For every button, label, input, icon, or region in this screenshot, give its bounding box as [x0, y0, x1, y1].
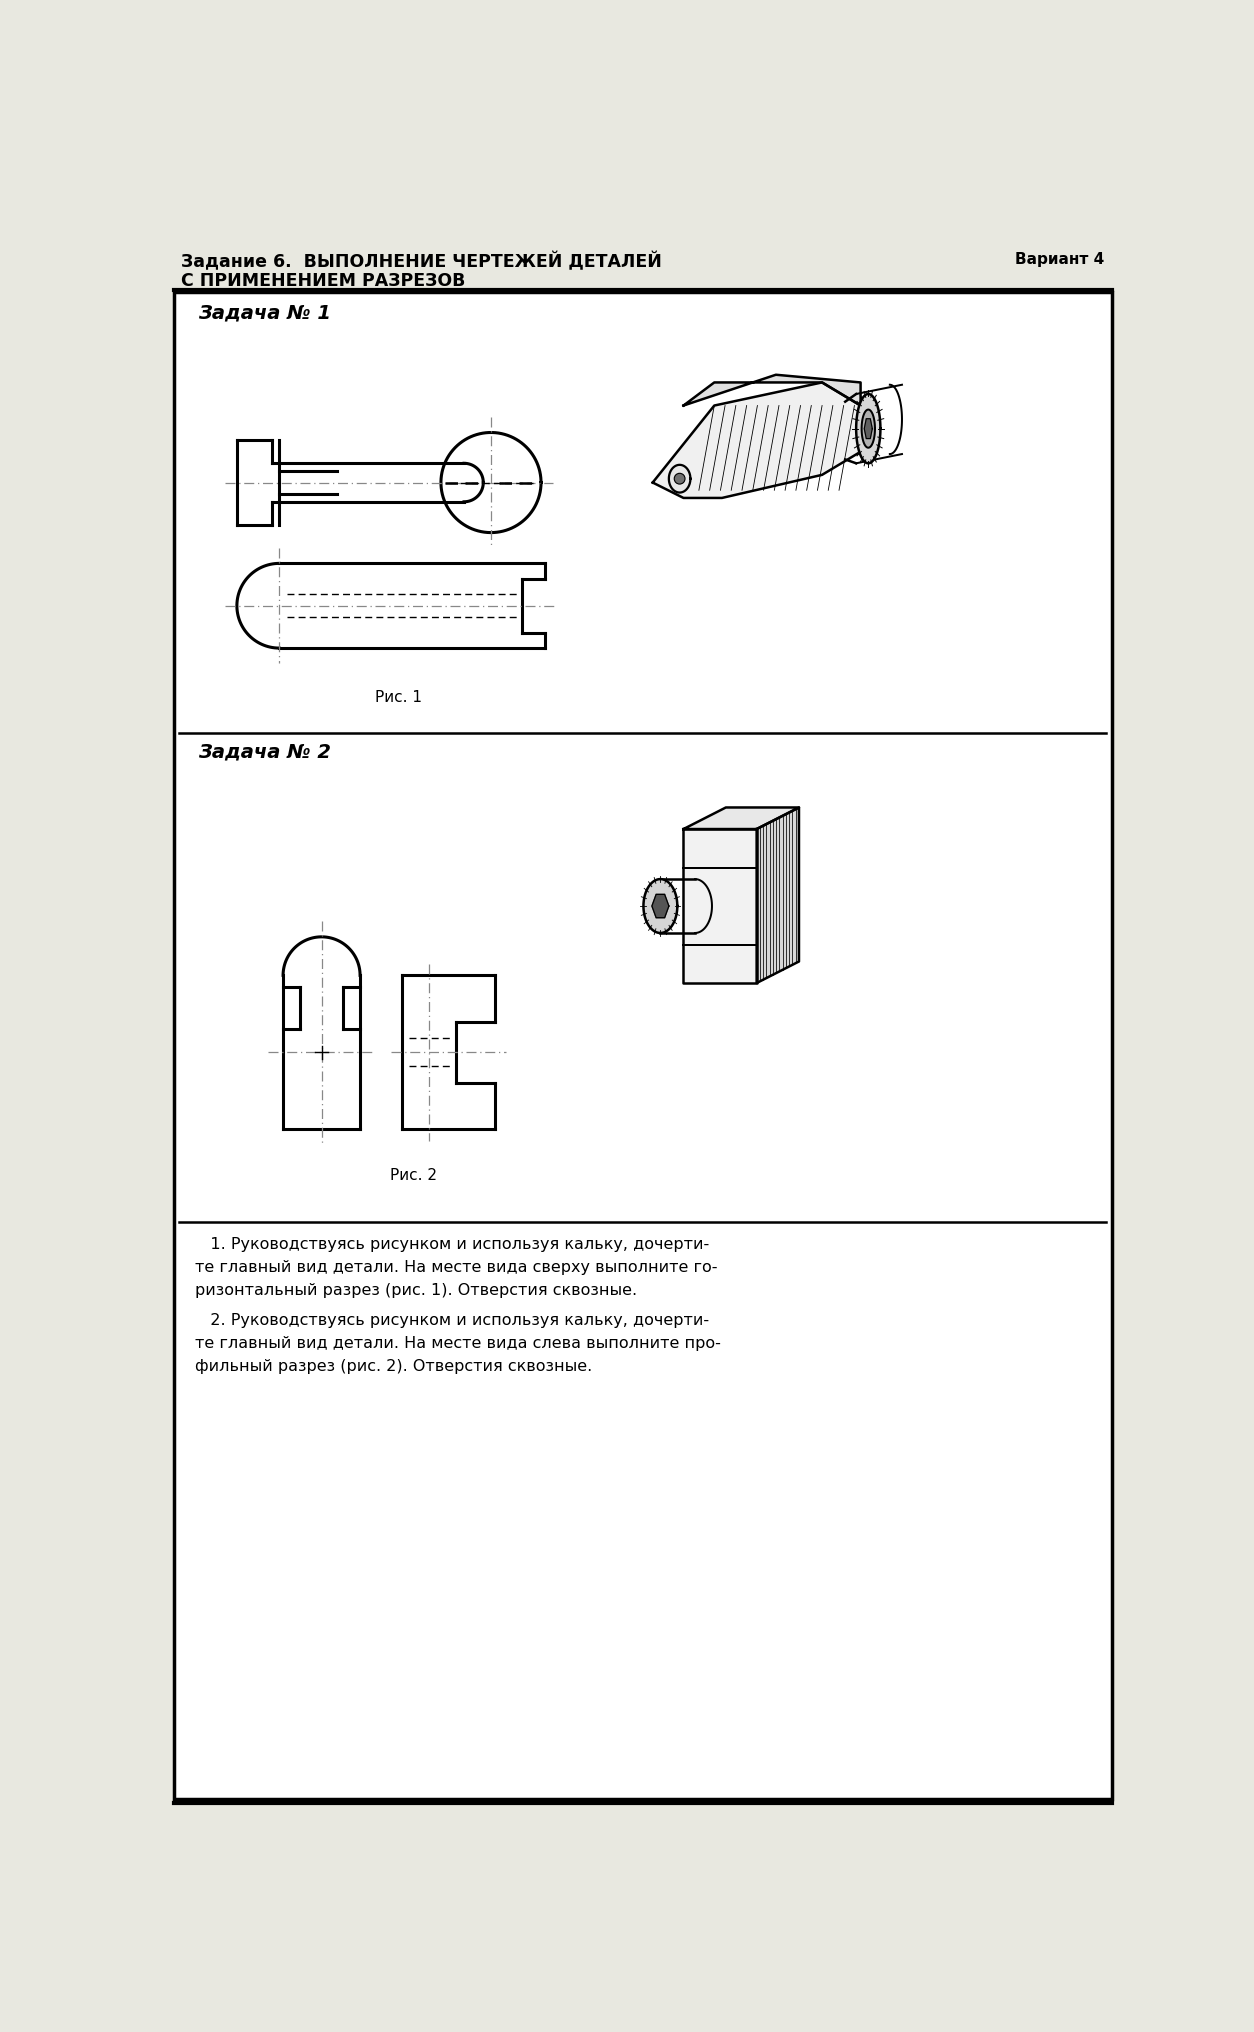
- Text: С ПРИМЕНЕНИЕМ РАЗРЕЗОВ: С ПРИМЕНЕНИЕМ РАЗРЕЗОВ: [182, 272, 465, 289]
- Text: Рис. 1: Рис. 1: [375, 691, 423, 705]
- Text: ризонтальный разрез (рис. 1). Отверстия сквозные.: ризонтальный разрез (рис. 1). Отверстия …: [194, 1284, 637, 1298]
- Polygon shape: [856, 394, 880, 463]
- Text: 1. Руководствуясь рисунком и используя кальку, дочерти-: 1. Руководствуясь рисунком и используя к…: [194, 1237, 709, 1252]
- Text: Рис. 2: Рис. 2: [390, 1168, 438, 1183]
- Text: фильный разрез (рис. 2). Отверстия сквозные.: фильный разрез (рис. 2). Отверстия сквоз…: [194, 1359, 592, 1374]
- Text: Задача № 2: Задача № 2: [198, 742, 331, 762]
- Polygon shape: [652, 894, 668, 918]
- Polygon shape: [683, 807, 799, 829]
- Polygon shape: [683, 374, 860, 406]
- Text: Задача № 1: Задача № 1: [198, 305, 331, 323]
- Text: Задание 6.  ВЫПОЛНЕНИЕ ЧЕРТЕЖЕЙ ДЕТАЛЕЙ: Задание 6. ВЫПОЛНЕНИЕ ЧЕРТЕЖЕЙ ДЕТАЛЕЙ: [182, 252, 662, 270]
- Text: те главный вид детали. На месте вида слева выполните про-: те главный вид детали. На месте вида сле…: [194, 1335, 720, 1351]
- Polygon shape: [864, 419, 873, 439]
- Circle shape: [675, 473, 685, 484]
- Text: 2. Руководствуясь рисунком и используя кальку, дочерти-: 2. Руководствуясь рисунком и используя к…: [194, 1313, 709, 1327]
- Polygon shape: [643, 880, 677, 933]
- Polygon shape: [756, 807, 799, 983]
- Polygon shape: [668, 465, 691, 492]
- Polygon shape: [652, 382, 860, 498]
- Text: те главный вид детали. На месте вида сверху выполните го-: те главный вид детали. На месте вида све…: [194, 1260, 717, 1276]
- Text: Вариант 4: Вариант 4: [1014, 252, 1104, 266]
- Polygon shape: [683, 829, 756, 983]
- Polygon shape: [861, 410, 875, 447]
